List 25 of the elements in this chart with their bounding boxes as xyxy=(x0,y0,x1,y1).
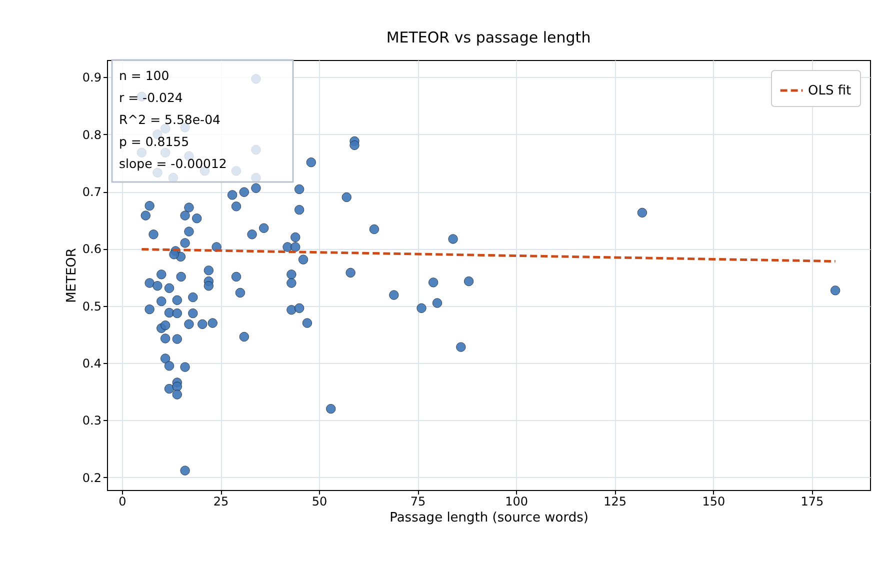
y-tick-label: 0.2 xyxy=(82,470,102,485)
chart-title: METEOR vs passage length xyxy=(386,28,591,46)
y-axis-title: METEOR xyxy=(64,248,80,303)
x-tick-label: 0 xyxy=(118,494,126,508)
annotation: R^2 = 5.58e-04 xyxy=(119,112,221,127)
y-tick-label: 0.6 xyxy=(82,242,102,256)
annotation: p = 0.8155 xyxy=(119,134,190,149)
x-tick-label: 125 xyxy=(604,494,627,508)
x-tick-label: 50 xyxy=(312,494,328,508)
y-tick-label: 0.7 xyxy=(82,185,102,200)
annotation: r = -0.024 xyxy=(119,90,183,105)
x-tick-label: 150 xyxy=(702,494,726,508)
annotation: slope = -0.00012 xyxy=(119,156,227,171)
x-axis-title: Passage length (source words) xyxy=(390,510,588,526)
y-tick-label: 0.5 xyxy=(82,299,102,314)
y-tick-label: 0.3 xyxy=(82,414,102,428)
x-tick-label: 100 xyxy=(505,494,528,508)
legend-label: OLS fit xyxy=(808,84,852,98)
y-tick-label: 0.4 xyxy=(82,356,102,371)
annotation: n = 100 xyxy=(119,68,170,83)
y-tick-label: 0.9 xyxy=(82,70,102,85)
y-tick-label: 0.8 xyxy=(82,128,102,142)
x-tick-label: 75 xyxy=(410,494,426,508)
x-tick-label: 175 xyxy=(800,494,824,508)
x-tick-label: 25 xyxy=(213,494,229,508)
